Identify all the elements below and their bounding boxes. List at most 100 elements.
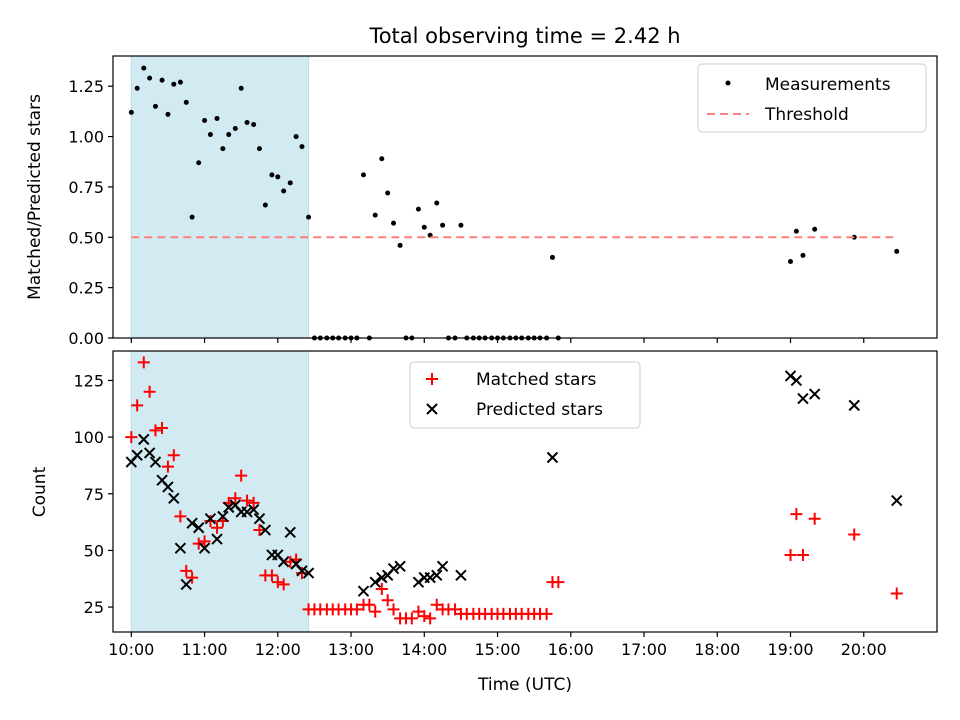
measurement-point [800,252,806,258]
y-tick-label: 125 [73,371,104,390]
predicted-star-point [259,524,272,536]
measurement-point [788,258,794,264]
measurement-point [141,65,147,71]
ratio-panel: Total observing time = 2.42 h Matched/Pr… [25,24,938,348]
matched-star-point [143,385,156,398]
predicted-star-point [891,494,903,507]
legend-marker-measurements [725,80,731,86]
predicted-star-point [436,560,449,572]
y-axis-label-count: Count [30,466,50,517]
legend-label-matched: Matched stars [476,370,596,390]
measurement-point [793,228,799,234]
measurement-point [385,190,391,196]
measurement-point [281,188,287,194]
x-tick-label: 13:00 [328,640,374,659]
predicted-star-point [186,517,198,529]
measurement-point [549,254,555,260]
predicted-star-point [138,433,150,446]
ratio-ticks: 0.00 0.25 0.50 0.75 1.00 1.25 [68,77,865,348]
measurement-point [177,79,183,85]
matched-star-point [387,603,400,616]
legend-marker-predicted [426,403,438,415]
x-tick-label: 11:00 [182,640,228,659]
matched-star-point [375,582,388,595]
predicted-star-point [424,571,436,584]
measurement-point [812,226,818,232]
matched-star-point [350,603,363,616]
matched-star-point [540,607,553,620]
predicted-star-point [431,569,443,582]
matched-star-point [211,521,224,534]
predicted-star-point [162,481,174,493]
predicted-star-point [387,562,400,575]
ratio-legend: Measurements Threshold [697,63,927,133]
matched-star-point [235,469,248,482]
matched-star-point [890,587,903,600]
measurement-point [128,109,134,115]
measurement-point [379,156,385,162]
measurement-point [262,202,268,208]
matched-star-point [204,514,217,527]
measurement-point [269,172,275,178]
y-tick-label: 0.75 [68,178,104,197]
predicted-star-point [277,556,290,568]
matched-star-point [180,564,193,577]
matched-star-point [167,449,180,462]
measurement-point [244,119,250,125]
matched-star-point [265,569,278,582]
measurement-point [372,212,378,218]
measurement-point [434,200,440,206]
x-tick-label: 15:00 [474,640,520,659]
x-tick-label: 17:00 [621,640,667,659]
y-tick-label: 1.25 [68,77,104,96]
matched-star-point [369,605,382,618]
predicted-star-point [223,501,235,514]
ratio-marks [128,65,900,341]
predicted-star-point [848,399,860,412]
predicted-star-point [217,510,229,523]
matched-star-point [137,356,150,369]
measurement-point [256,146,262,152]
count-ticks: 10:00 11:00 12:00 13:00 14:00 15:00 16:00 17:00… [73,371,886,659]
measurement-point [189,214,195,220]
measurement-point [152,103,158,109]
matched-star-point [149,424,162,437]
measurement-point [293,134,299,140]
y-tick-label: 1.00 [68,128,104,147]
measurement-point [134,85,140,91]
legend-label-measurements: Measurements [765,75,891,95]
measurement-point [275,174,281,180]
measurement-point [207,132,213,138]
predicted-star-point [808,388,821,400]
y-tick-label: 0.50 [68,228,104,247]
predicted-star-point [149,456,162,468]
matched-star-point [192,537,205,550]
legend-box [697,63,927,133]
matched-star-point [552,576,565,589]
count-marks [125,356,903,625]
matched-star-point [784,548,797,561]
measurement-point [202,117,208,123]
matched-star-point [796,548,809,561]
matched-star-point [131,399,144,412]
matched-star-point [186,571,199,584]
predicted-star-point [790,374,803,387]
matched-star-point [241,494,254,507]
y-tick-label: 50 [84,541,104,560]
matched-star-point [790,508,803,521]
y-tick-label: 0.25 [68,279,104,298]
matched-star-point [381,594,394,607]
count-legend: Matched stars Predicted stars [409,361,641,429]
y-axis-label-ratio: Matched/Predicted stars [25,94,45,300]
chart-title: Total observing time = 2.42 h [368,24,680,48]
predicted-star-point [302,567,315,579]
legend-box [409,361,641,429]
shaded-observing-span [130,55,310,339]
x-tick-label: 12:00 [255,640,301,659]
measurement-point [165,111,171,117]
measurement-point [159,77,165,83]
y-tick-label: 25 [84,598,104,617]
matched-star-point [277,578,290,591]
predicted-star-point [455,569,467,582]
